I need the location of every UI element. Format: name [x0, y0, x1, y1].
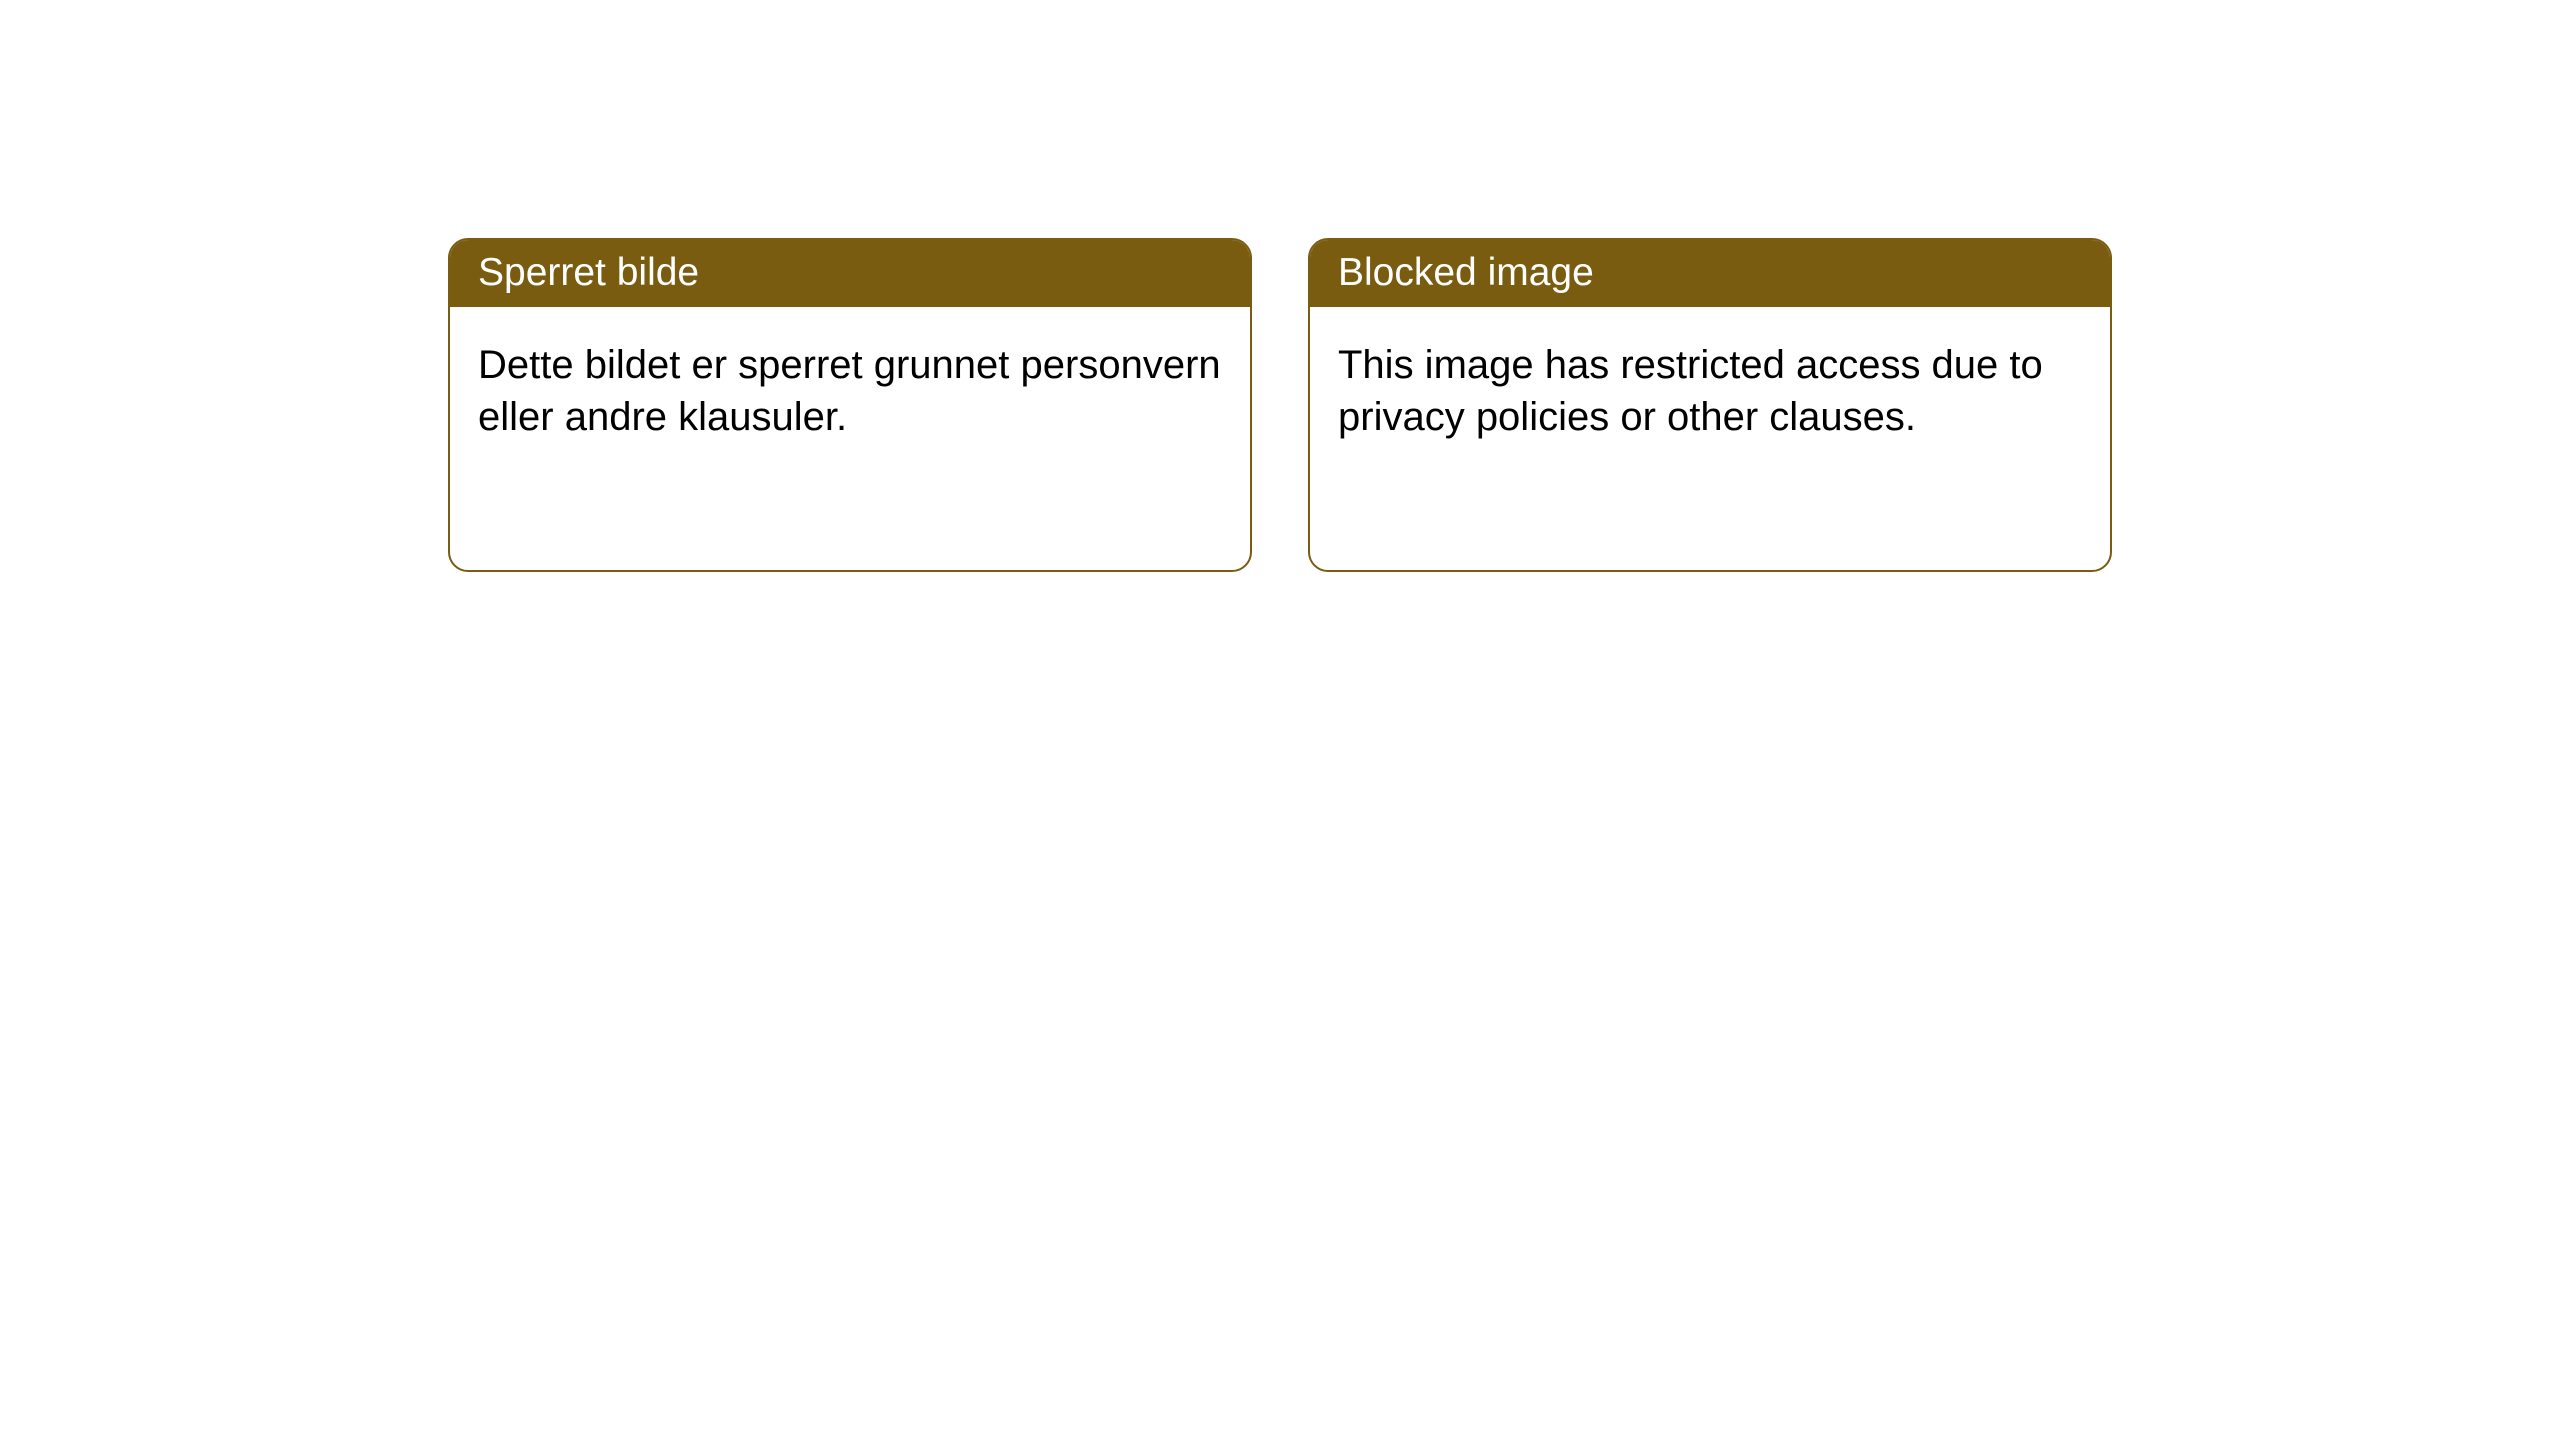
notice-card-en: Blocked image This image has restricted …: [1308, 238, 2112, 572]
notice-body-en: This image has restricted access due to …: [1310, 307, 2110, 475]
notice-body-no: Dette bildet er sperret grunnet personve…: [450, 307, 1250, 475]
notice-header-no: Sperret bilde: [450, 240, 1250, 307]
notice-container: Sperret bilde Dette bildet er sperret gr…: [0, 0, 2560, 572]
notice-card-no: Sperret bilde Dette bildet er sperret gr…: [448, 238, 1252, 572]
notice-header-en: Blocked image: [1310, 240, 2110, 307]
